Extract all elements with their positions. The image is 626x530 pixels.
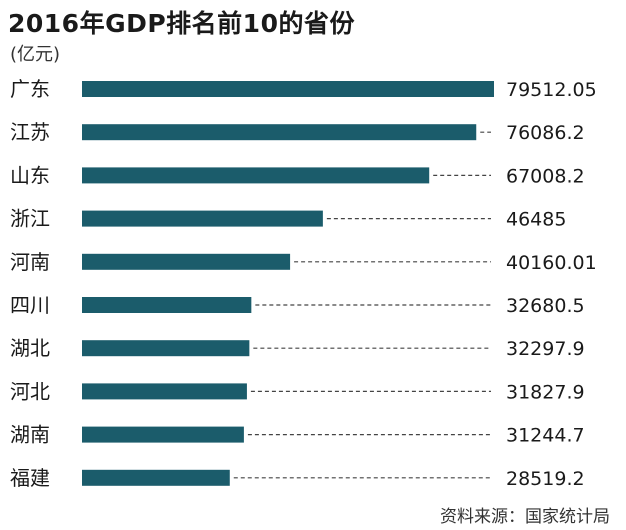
value-label: 67008.2 xyxy=(506,165,585,187)
value-label: 46485 xyxy=(506,209,566,231)
value-label: 31244.7 xyxy=(506,425,585,447)
category-label: 广东 xyxy=(10,77,50,101)
category-label: 浙江 xyxy=(10,207,50,231)
bar xyxy=(82,340,250,357)
bar xyxy=(82,383,247,400)
category-label: 湖南 xyxy=(10,423,50,447)
value-label: 32680.5 xyxy=(506,295,585,317)
bar xyxy=(82,297,252,313)
category-label: 江苏 xyxy=(10,120,50,144)
value-label: 31827.9 xyxy=(506,381,585,403)
category-label: 福建 xyxy=(10,466,50,490)
bar xyxy=(82,167,430,184)
bar xyxy=(82,124,477,141)
category-label: 湖北 xyxy=(10,336,50,360)
category-label: 山东 xyxy=(10,163,50,187)
chart-title: 2016年GDP排名前10的省份 xyxy=(8,9,355,38)
category-label: 河北 xyxy=(10,379,50,403)
source-note: 资料来源：国家统计局 xyxy=(440,507,610,527)
unit-label: (亿元) xyxy=(10,44,61,65)
value-label: 79512.05 xyxy=(506,79,597,101)
value-label: 40160.01 xyxy=(506,252,597,274)
category-label: 河南 xyxy=(10,250,50,274)
bar-chart: 广东 79512.05 江苏 76086.2 山东 67008.2 浙江 46485 河南 401… xyxy=(10,77,597,490)
bar xyxy=(82,469,230,486)
value-label: 28519.2 xyxy=(506,468,585,490)
bar xyxy=(82,253,291,270)
bar xyxy=(82,426,244,443)
value-label: 32297.9 xyxy=(506,338,585,360)
bar xyxy=(82,210,323,227)
bar xyxy=(82,81,494,97)
category-label: 四川 xyxy=(10,293,50,317)
value-label: 76086.2 xyxy=(506,122,585,144)
